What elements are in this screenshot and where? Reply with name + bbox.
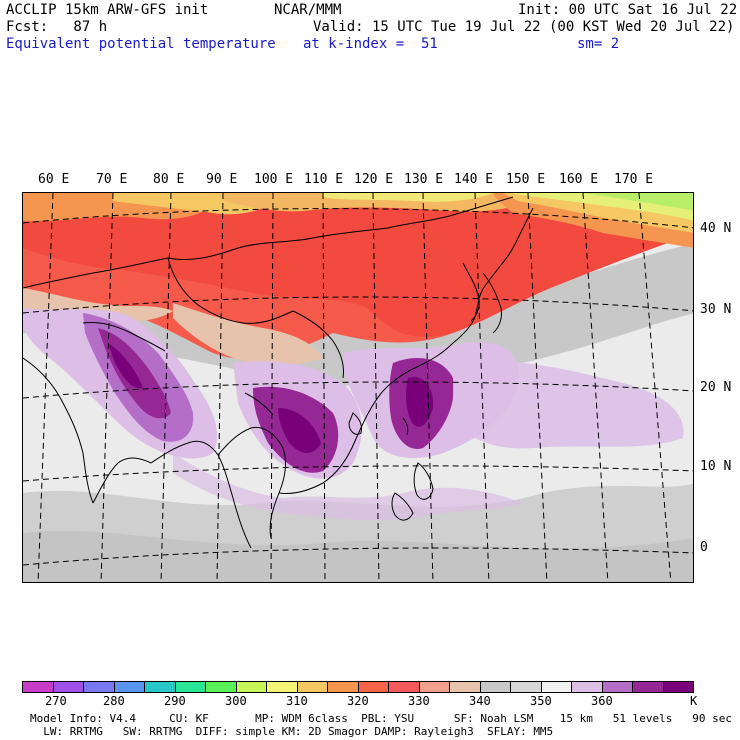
theta-e-region-moist — [453, 361, 684, 449]
lat-lon-grid — [23, 193, 693, 582]
lon-label: 110 E — [304, 172, 344, 187]
lon-label: 140 E — [454, 172, 494, 187]
lon-label: 80 E — [153, 172, 185, 187]
colorbar-swatch — [450, 682, 481, 692]
lon-label: 130 E — [404, 172, 444, 187]
colorbar-swatch — [206, 682, 237, 692]
lat-label: 0 — [700, 540, 708, 555]
colorbar-tick-label: 320 — [347, 694, 369, 708]
lon-label: 90 E — [206, 172, 238, 187]
colorbar-unit: K — [690, 694, 698, 708]
lon-label: 160 E — [559, 172, 599, 187]
org-label: NCAR/MMM — [274, 2, 342, 18]
lon-label: 100 E — [254, 172, 294, 187]
colorbar-tick-label: 280 — [103, 694, 125, 708]
colorbar-swatch — [328, 682, 359, 692]
colorbar-tick-label: 330 — [408, 694, 430, 708]
colorbar-swatch — [358, 682, 389, 692]
theta-e-region-low — [23, 530, 693, 582]
theta-e-region-moist — [108, 343, 143, 389]
init-time: Init: 00 UTC Sat 16 Jul 22 — [518, 2, 738, 18]
island-outline — [348, 262, 502, 521]
colorbar-swatch — [114, 682, 145, 692]
colorbar-tick-label: 360 — [591, 694, 613, 708]
colorbar-swatch — [663, 682, 693, 692]
level-index: at k-index = 51 — [303, 36, 438, 52]
smoothing-value: sm= 2 — [577, 36, 620, 52]
theta-e-region-mid — [173, 303, 323, 365]
model-title: ACCLIP 15km ARW-GFS init — [6, 2, 209, 18]
lon-label: 170 E — [614, 172, 654, 187]
colorbar-swatch — [175, 682, 206, 692]
colorbar-swatch — [267, 682, 298, 692]
colorbar-swatch — [419, 682, 450, 692]
lat-label: 30 N — [700, 302, 732, 317]
lat-label: 20 N — [700, 380, 732, 395]
lon-label: 150 E — [506, 172, 546, 187]
colorbar-swatch — [511, 682, 542, 692]
lon-label: 120 E — [354, 172, 394, 187]
field-name: Equivalent potential temperature — [6, 36, 276, 52]
colorbar-swatch — [84, 682, 115, 692]
theta-e-region-mid — [23, 243, 693, 386]
colorbar-swatch — [297, 682, 328, 692]
map-canvas — [23, 193, 693, 582]
colorbar-swatch — [633, 682, 664, 692]
theta-e-region-moist — [406, 377, 434, 427]
colorbar-swatch — [541, 682, 572, 692]
model-info-line: Model Info: V4.4 CU: KF MP: WDM 6class P… — [30, 712, 732, 725]
colorbar-tick-label: 270 — [45, 694, 67, 708]
colorbar-swatch — [389, 682, 420, 692]
theta-e-region-high — [323, 193, 493, 202]
colorbar-swatch — [236, 682, 267, 692]
theta-e-region-high — [583, 193, 693, 211]
theta-e-map — [22, 192, 694, 583]
colorbar-swatch — [480, 682, 511, 692]
colorbar-tick-label: 290 — [164, 694, 186, 708]
colorbar — [22, 681, 694, 693]
colorbar-swatch — [572, 682, 603, 692]
colorbar-tick-label: 310 — [286, 694, 308, 708]
theta-e-region-moist — [278, 408, 321, 453]
colorbar-tick-label: 340 — [469, 694, 491, 708]
model-physics-line: LW: RRTMG SW: RRTMG DIFF: simple KM: 2D … — [30, 725, 554, 738]
forecast-hour: Fcst: 87 h — [6, 19, 108, 35]
coastline — [23, 196, 534, 549]
colorbar-tick-label: 350 — [530, 694, 552, 708]
colorbar-swatch — [145, 682, 176, 692]
colorbar-tick-label: 300 — [225, 694, 247, 708]
lat-label: 10 N — [700, 459, 732, 474]
lon-label: 60 E — [38, 172, 70, 187]
colorbar-swatch — [602, 682, 633, 692]
valid-time: Valid: 15 UTC Tue 19 Jul 22 (00 KST Wed … — [313, 19, 735, 35]
theta-e-region-high — [23, 193, 693, 337]
colorbar-swatch — [23, 682, 54, 692]
colorbar-swatch — [53, 682, 84, 692]
lon-label: 70 E — [96, 172, 128, 187]
theta-e-region-moist — [173, 453, 523, 521]
lat-label: 40 N — [700, 221, 732, 236]
